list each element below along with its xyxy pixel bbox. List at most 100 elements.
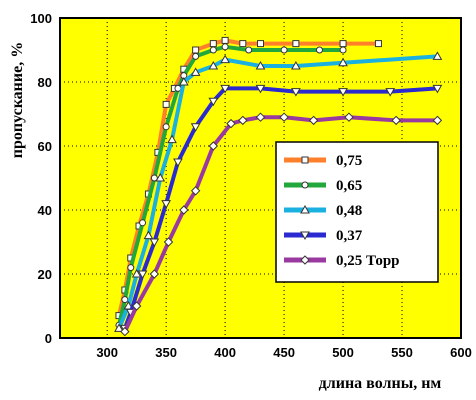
- data-point: [143, 230, 154, 240]
- legend-item: 0,65: [284, 178, 362, 194]
- data-point: [257, 40, 264, 48]
- data-point: [155, 172, 166, 182]
- data-point: [374, 40, 382, 48]
- data-point: [149, 269, 160, 279]
- data-point: [209, 46, 217, 54]
- data-point: [209, 40, 217, 48]
- y-axis-title: пропускание, %: [9, 42, 26, 158]
- legend-marker: [301, 181, 309, 189]
- data-point: [161, 200, 172, 209]
- data-point: [114, 323, 124, 332]
- x-tick-label: 350: [155, 345, 177, 360]
- data-point: [150, 174, 158, 182]
- legend-item: 0,25 Торр: [284, 253, 400, 269]
- data-point: [391, 115, 401, 126]
- data-point: [255, 112, 266, 122]
- data-point: [344, 112, 354, 122]
- y-tick-label: 100: [30, 11, 52, 26]
- data-point: [127, 264, 135, 272]
- series-lines: [114, 36, 443, 337]
- data-point: [339, 40, 347, 48]
- data-point: [208, 97, 219, 107]
- x-tick-label: 600: [450, 345, 472, 360]
- x-tick-label: 300: [96, 345, 118, 360]
- data-point: [221, 43, 229, 51]
- legend-item: 0,37: [284, 228, 363, 244]
- series-4: [120, 84, 443, 334]
- data-point: [139, 219, 147, 227]
- x-tick-label: 550: [391, 345, 413, 360]
- data-point: [190, 186, 201, 196]
- data-point: [121, 296, 129, 304]
- data-point: [190, 123, 201, 132]
- y-tick-label: 60: [38, 139, 52, 154]
- x-tick-labels: 300 350 400 450 500 550 600: [96, 345, 472, 360]
- data-point: [432, 84, 443, 94]
- data-point: [291, 60, 301, 70]
- series-line: [117, 54, 440, 331]
- data-point: [291, 88, 301, 97]
- data-point: [208, 141, 219, 151]
- data-point: [338, 57, 348, 67]
- data-point: [137, 270, 148, 280]
- data-point: [255, 60, 266, 70]
- y-tick-labels: 0 20 40 60 80 100: [30, 11, 52, 346]
- data-point: [255, 84, 266, 94]
- legend-label: 0,25 Торр: [336, 253, 400, 269]
- x-tick-label: 500: [332, 345, 354, 360]
- data-point: [220, 54, 230, 64]
- series-line: [122, 86, 440, 331]
- x-tick-label: 450: [273, 345, 295, 360]
- legend: 0,75 0,65 0,48 0,37 0,25 Торр: [275, 141, 439, 283]
- data-point: [432, 51, 443, 60]
- data-point: [245, 46, 253, 54]
- data-point: [239, 40, 247, 48]
- legend-marker: [300, 231, 310, 241]
- data-point: [208, 60, 219, 70]
- data-point: [178, 76, 189, 86]
- legend-label: 0,65: [336, 178, 362, 194]
- data-point: [120, 326, 130, 337]
- legend-item: 0,75: [284, 153, 362, 169]
- data-point: [179, 205, 189, 215]
- data-point: [238, 115, 248, 126]
- data-point: [131, 268, 142, 278]
- y-tick-label: 0: [45, 331, 52, 346]
- x-axis-title: длина волны, нм: [319, 375, 442, 392]
- legend-marker: [300, 204, 310, 214]
- legend-item: 0,48: [284, 203, 362, 219]
- data-point: [162, 100, 170, 108]
- series-3: [114, 51, 443, 332]
- data-point: [163, 237, 174, 247]
- data-point: [385, 88, 396, 97]
- data-point: [432, 115, 443, 126]
- y-tick-label: 40: [38, 203, 52, 218]
- legend-marker: [300, 255, 310, 265]
- y-tick-label: 80: [38, 75, 52, 90]
- data-point: [221, 36, 229, 44]
- plot-frame: [59, 17, 462, 339]
- legend-marker: [301, 156, 309, 164]
- data-point: [167, 134, 177, 144]
- legend-label: 0,37: [336, 228, 363, 244]
- legend-label: 0,75: [336, 153, 362, 169]
- data-point: [315, 46, 323, 54]
- series-5: [120, 112, 443, 337]
- data-point: [339, 46, 347, 54]
- data-point: [308, 115, 319, 126]
- data-point: [226, 118, 236, 129]
- data-point: [173, 158, 183, 168]
- data-point: [279, 112, 289, 122]
- data-point: [190, 67, 201, 76]
- data-point: [338, 88, 348, 97]
- data-point: [292, 40, 300, 48]
- x-tick-label: 400: [214, 345, 236, 360]
- y-tick-label: 20: [38, 267, 52, 282]
- data-point: [220, 84, 230, 94]
- data-point: [162, 123, 170, 131]
- data-point: [131, 301, 142, 311]
- data-point: [192, 52, 200, 60]
- data-point: [280, 46, 288, 54]
- legend-label: 0,48: [336, 203, 362, 219]
